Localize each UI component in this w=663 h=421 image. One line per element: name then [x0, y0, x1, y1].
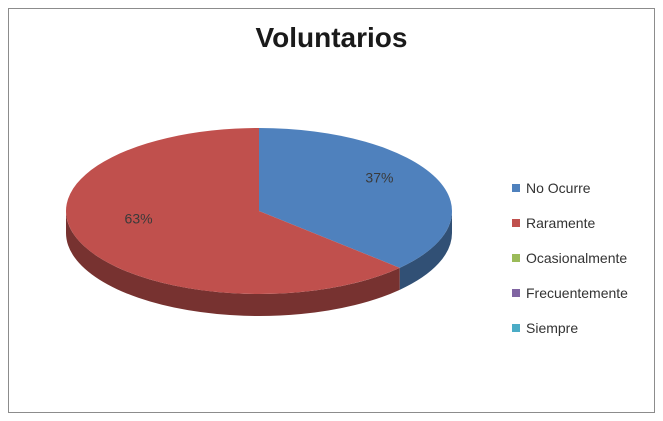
- legend-swatch: [512, 323, 520, 332]
- legend-label: Ocasionalmente: [526, 249, 628, 266]
- pie-side-raramente: [66, 211, 400, 316]
- legend-item-frecuentemente: Frecuentemente: [512, 275, 628, 310]
- pie-slice-no-ocurre: [259, 128, 452, 268]
- data-label-raramente: 63%: [125, 210, 153, 226]
- pie-slice-raramente: [65, 128, 400, 294]
- legend-label: Raramente: [526, 214, 596, 231]
- legend-item-no-ocurre: No Ocurre: [512, 170, 628, 205]
- legend-swatch: [512, 183, 520, 192]
- legend-item-raramente: Raramente: [512, 205, 628, 240]
- legend-swatch: [512, 218, 520, 227]
- legend-label: Siempre: [526, 319, 579, 336]
- legend-label: No Ocurre: [526, 179, 591, 196]
- legend-swatch: [512, 253, 520, 262]
- legend-swatch: [512, 288, 520, 297]
- chart-title: Voluntarios: [255, 22, 408, 53]
- data-label-no-ocurre: 37%: [365, 170, 393, 186]
- legend-label: Frecuentemente: [526, 284, 628, 301]
- pie-side-no-ocurre: [399, 211, 452, 290]
- legend-item-siempre: Siempre: [512, 310, 628, 345]
- legend: No Ocurre Raramente Ocasionalmente Frecuent…: [512, 170, 628, 345]
- legend-item-ocasionalmente: Ocasionalmente: [512, 240, 628, 275]
